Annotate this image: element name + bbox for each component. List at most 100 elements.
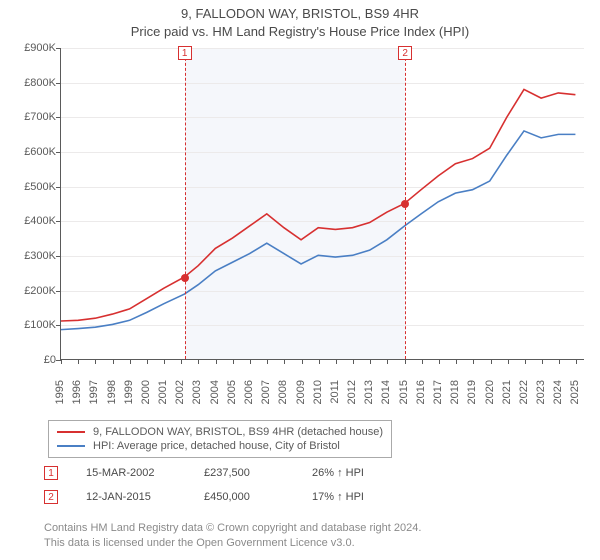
x-axis-label: 2021 [501,380,513,404]
x-axis-label: 2017 [432,380,444,404]
chart: 12 £0£100K£200K£300K£400K£500K£600K£700K… [10,44,590,416]
x-axis-label: 2012 [346,380,358,404]
x-tick [61,359,62,364]
x-tick [387,359,388,364]
chart-lines [61,48,584,359]
x-axis-label: 2010 [312,380,324,404]
footer-line: This data is licensed under the Open Gov… [44,537,355,549]
x-axis-label: 2011 [329,380,341,404]
x-axis-label: 2006 [243,380,255,404]
x-tick [473,359,474,364]
x-tick [147,359,148,364]
y-axis-label: £500K [24,181,56,193]
x-axis-label: 2002 [174,380,186,404]
y-tick [56,291,61,292]
y-axis-label: £700K [24,111,56,123]
sale-delta: 17% ↑ HPI [312,491,364,503]
legend-swatch [57,445,85,447]
x-axis-label: 2013 [363,380,375,404]
sale-marker-num: 1 [48,468,54,479]
sale-price: £237,500 [204,467,284,479]
x-tick [95,359,96,364]
y-axis-label: £100K [24,319,56,331]
sale-price: £450,000 [204,491,284,503]
y-tick [56,117,61,118]
x-tick [405,359,406,364]
x-tick [319,359,320,364]
x-axis-label: 2014 [380,380,392,404]
x-axis-label: 2009 [295,380,307,404]
x-tick [267,359,268,364]
title-block: 9, FALLODON WAY, BRISTOL, BS9 4HR Price … [0,0,600,39]
x-axis-label: 2023 [535,380,547,404]
x-tick [233,359,234,364]
sale-date: 12-JAN-2015 [86,491,176,503]
x-tick [336,359,337,364]
y-axis-label: £800K [24,77,56,89]
x-tick [542,359,543,364]
y-tick [56,256,61,257]
series-hpi [61,131,575,330]
footer-line: Contains HM Land Registry data © Crown c… [44,522,421,534]
x-tick [491,359,492,364]
sale-marker: 2 [44,490,58,504]
x-axis-label: 2007 [260,380,272,404]
x-tick [216,359,217,364]
x-tick [302,359,303,364]
legend-row: 9, FALLODON WAY, BRISTOL, BS9 4HR (detac… [57,425,383,439]
series-property [61,89,575,321]
marker-line [185,48,186,359]
sale-row: 2 12-JAN-2015 £450,000 17% ↑ HPI [44,490,364,504]
x-tick [130,359,131,364]
page-title: 9, FALLODON WAY, BRISTOL, BS9 4HR [0,6,600,21]
x-tick [508,359,509,364]
x-axis-label: 2022 [518,380,530,404]
x-axis-label: 2025 [569,380,581,404]
x-axis-label: 1997 [88,380,100,404]
sale-marker: 1 [44,466,58,480]
y-tick [56,187,61,188]
x-axis-label: 2005 [226,380,238,404]
x-tick [422,359,423,364]
data-point [401,200,409,208]
y-axis-label: £300K [24,250,56,262]
x-axis-label: 2019 [466,380,478,404]
x-tick [284,359,285,364]
y-tick [56,152,61,153]
x-tick [181,359,182,364]
y-tick [56,48,61,49]
x-tick [353,359,354,364]
legend-row: HPI: Average price, detached house, City… [57,439,383,453]
x-axis-label: 2015 [398,380,410,404]
x-axis-label: 1995 [54,380,66,404]
data-point [181,274,189,282]
x-tick [576,359,577,364]
marker-box: 1 [178,46,192,60]
y-axis-label: £0 [44,354,56,366]
x-axis-label: 2000 [140,380,152,404]
y-axis-label: £900K [24,42,56,54]
y-axis-label: £200K [24,285,56,297]
sale-row: 1 15-MAR-2002 £237,500 26% ↑ HPI [44,466,364,480]
y-tick [56,221,61,222]
x-tick [559,359,560,364]
page-subtitle: Price paid vs. HM Land Registry's House … [0,24,600,39]
x-tick [439,359,440,364]
y-tick [56,325,61,326]
y-axis-label: £600K [24,146,56,158]
x-tick [250,359,251,364]
x-tick [78,359,79,364]
x-axis-label: 2016 [415,380,427,404]
marker-box: 2 [398,46,412,60]
legend-label: 9, FALLODON WAY, BRISTOL, BS9 4HR (detac… [93,426,383,438]
y-tick [56,83,61,84]
sale-date: 15-MAR-2002 [86,467,176,479]
legend: 9, FALLODON WAY, BRISTOL, BS9 4HR (detac… [48,420,392,458]
x-tick [198,359,199,364]
x-axis-label: 2001 [157,380,169,404]
x-tick [525,359,526,364]
x-axis-label: 1998 [106,380,118,404]
x-axis-label: 2020 [484,380,496,404]
x-axis-label: 2004 [209,380,221,404]
x-tick [456,359,457,364]
